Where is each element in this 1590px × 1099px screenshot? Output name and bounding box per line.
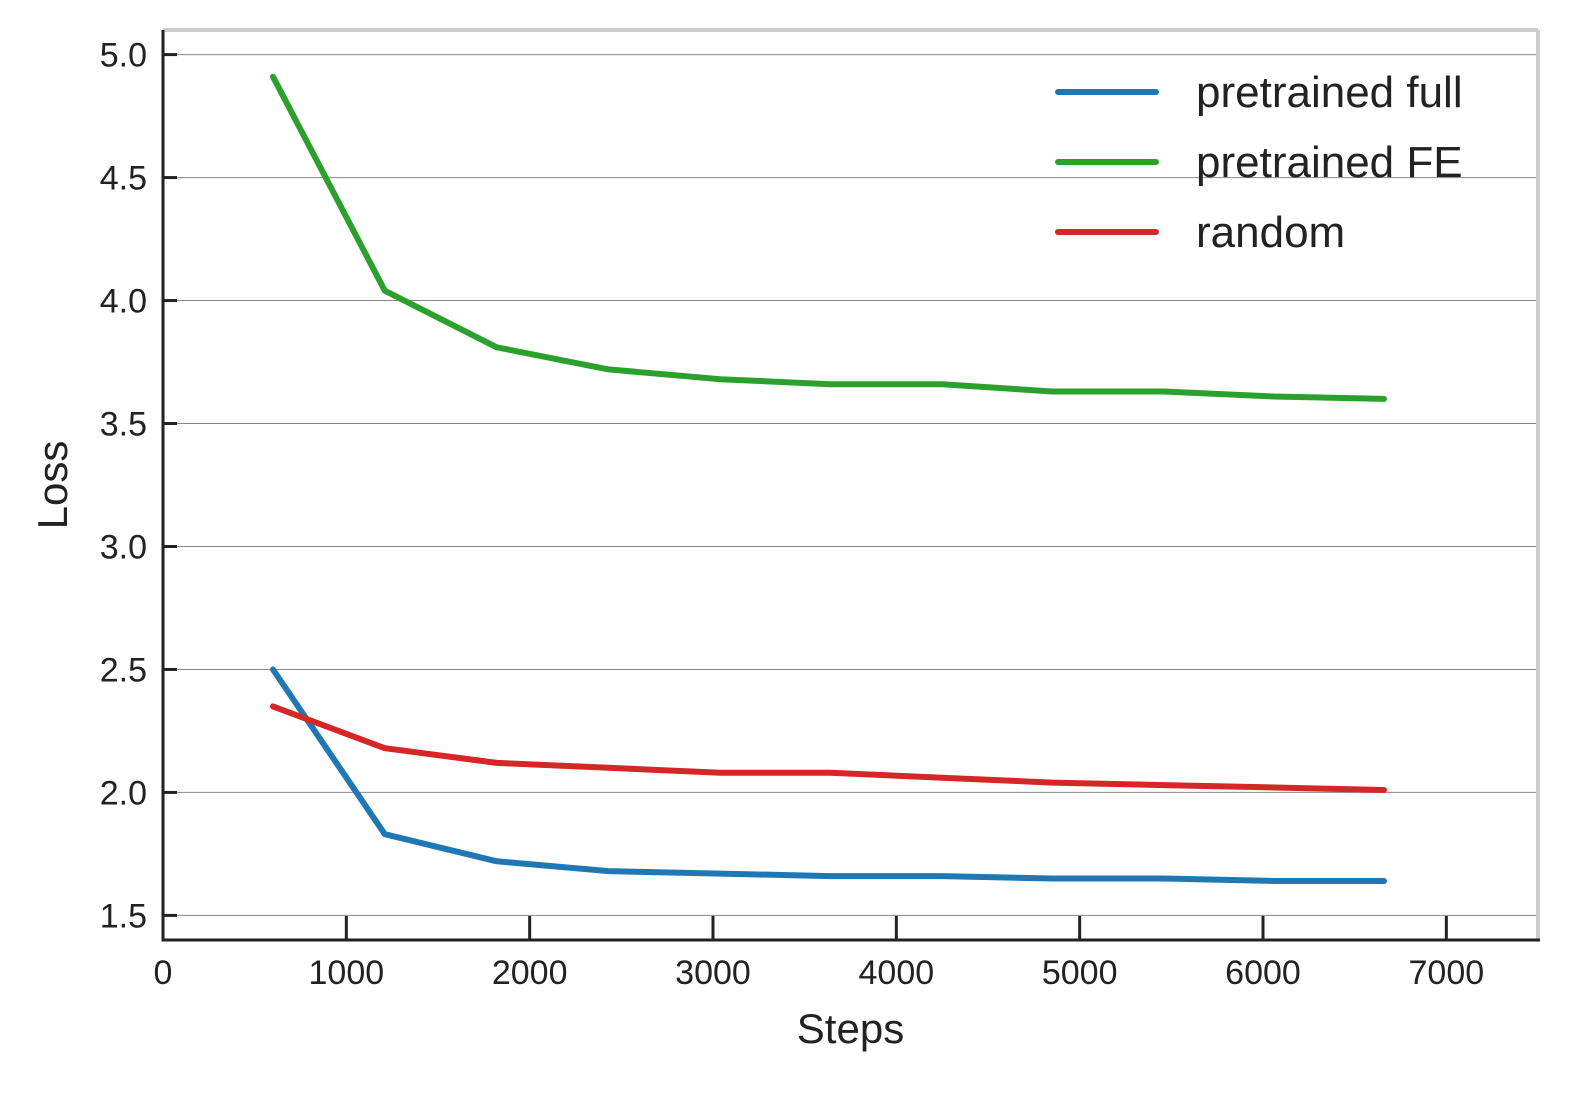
series-line-pretrained-fe bbox=[270, 73, 1387, 402]
series-line-random bbox=[270, 703, 1387, 793]
x-axis-ticks: 0 1000 2000 3000 4000 5000 6000 7000 bbox=[154, 916, 1485, 992]
y-tick-label: 3.0 bbox=[100, 528, 147, 566]
x-tick-label: 5000 bbox=[1042, 954, 1118, 992]
gridlines bbox=[163, 54, 1538, 916]
y-tick-label: 3.5 bbox=[100, 406, 147, 444]
legend-label-pretrained-fe: pretrained FE bbox=[1196, 138, 1463, 187]
y-tick-label: 5.0 bbox=[100, 37, 147, 75]
legend-label-random: random bbox=[1196, 208, 1345, 257]
x-axis-label: Steps bbox=[797, 1005, 904, 1052]
x-tick-label: 1000 bbox=[309, 954, 385, 992]
y-tick-label: 2.0 bbox=[100, 774, 147, 812]
x-tick-label: 2000 bbox=[492, 954, 568, 992]
x-tick-label: 3000 bbox=[675, 954, 751, 992]
x-tick-label: 0 bbox=[154, 954, 173, 992]
y-tick-label: 2.5 bbox=[100, 651, 147, 689]
legend: pretrained full pretrained FE random bbox=[1055, 68, 1463, 257]
legend-label-pretrained-full: pretrained full bbox=[1196, 68, 1463, 117]
plot-frame bbox=[161, 28, 1540, 942]
y-axis-label: Loss bbox=[29, 441, 76, 530]
x-tick-label: 4000 bbox=[859, 954, 935, 992]
y-tick-label: 1.5 bbox=[100, 897, 147, 935]
y-tick-label: 4.5 bbox=[100, 160, 147, 198]
y-tick-label: 4.0 bbox=[100, 283, 147, 321]
x-tick-label: 7000 bbox=[1409, 954, 1485, 992]
series-lines bbox=[270, 73, 1387, 884]
y-axis-ticks: 1.5 2.0 2.5 3.0 3.5 4.0 4.5 5.0 bbox=[100, 37, 177, 935]
series-line-pretrained-full bbox=[270, 666, 1387, 884]
x-tick-label: 6000 bbox=[1225, 954, 1301, 992]
